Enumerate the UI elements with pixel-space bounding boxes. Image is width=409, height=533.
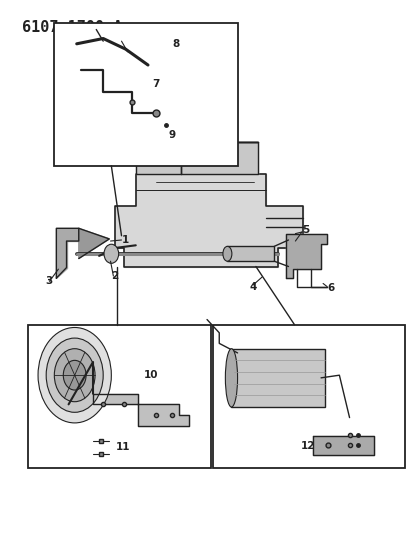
Text: 2: 2 bbox=[111, 271, 118, 281]
Circle shape bbox=[46, 338, 103, 413]
Text: 5: 5 bbox=[301, 225, 308, 236]
Polygon shape bbox=[312, 436, 373, 455]
Circle shape bbox=[54, 349, 95, 402]
Bar bbox=[28, 325, 211, 468]
Circle shape bbox=[104, 244, 118, 263]
Bar bbox=[54, 22, 237, 166]
Text: 9: 9 bbox=[168, 130, 175, 140]
Polygon shape bbox=[152, 131, 257, 142]
Text: 7: 7 bbox=[152, 78, 159, 88]
Polygon shape bbox=[135, 142, 180, 174]
Ellipse shape bbox=[222, 246, 231, 261]
Text: 10: 10 bbox=[144, 370, 158, 380]
Bar bbox=[213, 325, 404, 468]
Polygon shape bbox=[79, 228, 109, 259]
Text: 6107 1700 A: 6107 1700 A bbox=[22, 20, 122, 35]
Circle shape bbox=[38, 327, 111, 423]
Ellipse shape bbox=[225, 349, 237, 407]
Text: 8: 8 bbox=[172, 39, 179, 49]
Bar bbox=[227, 246, 274, 261]
Text: 3: 3 bbox=[45, 276, 52, 286]
Bar bbox=[231, 349, 324, 407]
Text: 6: 6 bbox=[326, 282, 334, 293]
Polygon shape bbox=[115, 174, 302, 266]
Polygon shape bbox=[180, 142, 257, 174]
Text: 1: 1 bbox=[121, 235, 128, 245]
Circle shape bbox=[63, 360, 86, 390]
Text: 11: 11 bbox=[115, 442, 130, 452]
Text: 4: 4 bbox=[249, 281, 256, 292]
Polygon shape bbox=[286, 233, 326, 278]
Polygon shape bbox=[56, 228, 79, 278]
Polygon shape bbox=[164, 97, 225, 131]
Text: 12: 12 bbox=[300, 441, 315, 451]
Polygon shape bbox=[93, 394, 188, 425]
